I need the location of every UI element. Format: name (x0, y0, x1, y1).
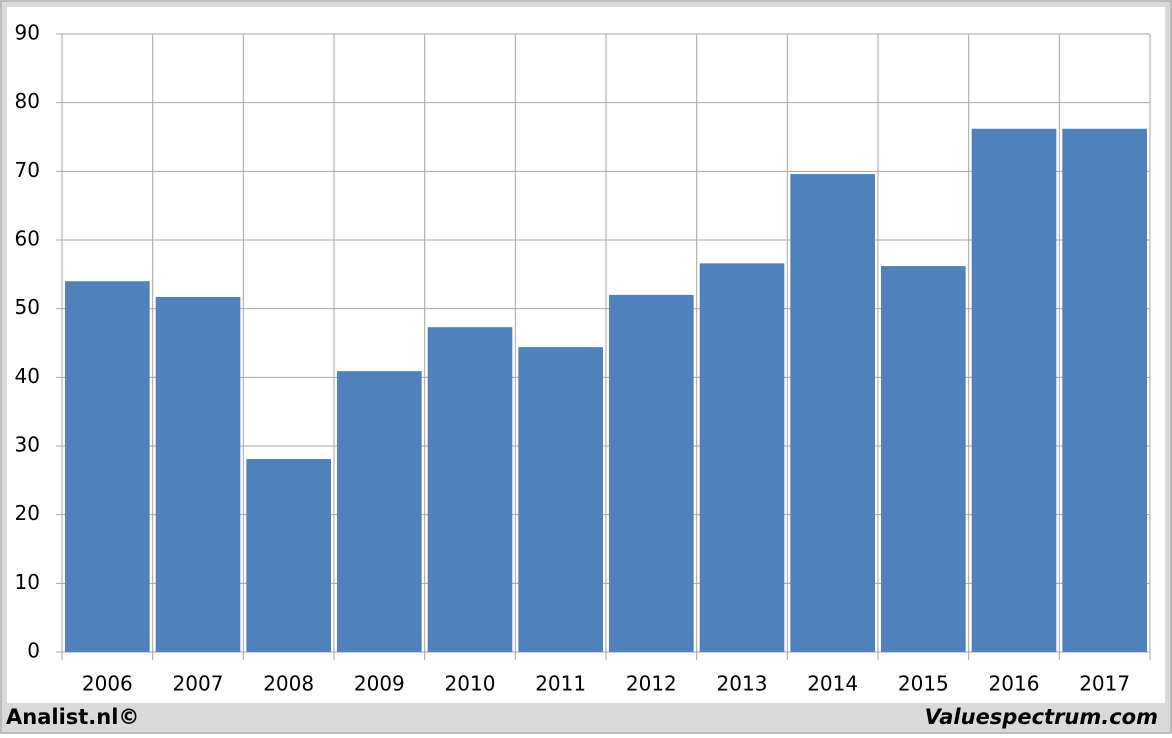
y-tick-label: 0 (27, 639, 40, 663)
bar (971, 128, 1057, 652)
bar (427, 327, 513, 652)
x-tick-label: 2013 (717, 672, 768, 696)
x-tick-label: 2014 (807, 672, 858, 696)
bar (518, 347, 603, 652)
y-tick-label: 30 (15, 433, 40, 457)
footer-left: Analist.nl© (6, 705, 139, 729)
bar (699, 263, 785, 652)
x-tick-label: 2012 (626, 672, 677, 696)
x-tick-label: 2006 (82, 672, 133, 696)
bar (790, 174, 875, 652)
x-tick-label: 2007 (173, 672, 224, 696)
x-tick-label: 2011 (535, 672, 586, 696)
x-tick-label: 2010 (445, 672, 496, 696)
bar (881, 266, 966, 652)
y-tick-label: 60 (15, 227, 40, 251)
bar (337, 371, 422, 652)
bar (155, 296, 241, 652)
x-tick-label: 2016 (989, 672, 1040, 696)
bar (609, 294, 694, 652)
y-tick-label: 70 (15, 158, 40, 182)
bar (246, 459, 331, 652)
bar (65, 281, 150, 652)
y-tick-label: 10 (15, 570, 40, 594)
footer-right: Valuespectrum.com (925, 705, 1158, 729)
x-tick-label: 2015 (898, 672, 949, 696)
y-tick-label: 50 (15, 295, 40, 319)
x-tick-label: 2009 (354, 672, 405, 696)
y-tick-label: 20 (15, 501, 40, 525)
y-tick-label: 90 (15, 21, 40, 45)
y-tick-label: 80 (15, 89, 40, 113)
y-tick-label: 40 (15, 364, 40, 388)
x-tick-label: 2017 (1079, 672, 1130, 696)
x-tick-label: 2008 (263, 672, 314, 696)
bar (1062, 128, 1147, 652)
